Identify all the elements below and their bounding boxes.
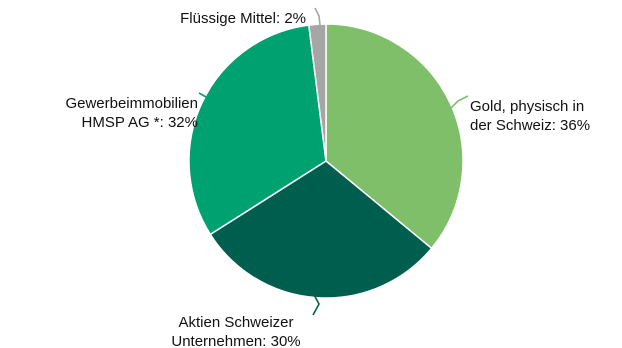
pie-slices xyxy=(188,23,464,299)
leader-lines xyxy=(198,7,469,316)
slice-label-1: Gold, physisch in der Schweiz: 36% xyxy=(470,98,590,134)
leader-line-3 xyxy=(198,92,211,105)
slice-label-line: Gewerbeimmobilien xyxy=(65,95,198,112)
slice-label-3: Gewerbeimmobilien HMSP AG *: 32% xyxy=(65,95,198,131)
pie-slice-3 xyxy=(188,24,327,236)
pie-slice-2 xyxy=(209,160,433,299)
slice-label-line: der Schweiz: 36% xyxy=(470,117,590,134)
leader-line-2 xyxy=(312,292,320,316)
slice-label-4: Flüssige Mittel: 2% xyxy=(180,10,306,27)
leader-line-1 xyxy=(450,95,469,109)
pie-slice-4 xyxy=(308,23,327,162)
leader-line-4 xyxy=(314,7,321,26)
slice-label-line: Gold, physisch in xyxy=(470,98,584,115)
slice-label-line: Unternehmen: 30% xyxy=(171,333,300,348)
slice-label-line: Aktien Schweizer xyxy=(178,314,293,331)
pie-slice-1 xyxy=(325,23,464,250)
slice-label-2: Aktien Schweizer Unternehmen: 30% xyxy=(171,314,300,348)
slice-labels: Gold, physisch in der Schweiz: 36% Aktien … xyxy=(65,10,590,348)
slice-label-line: Flüssige Mittel: 2% xyxy=(180,10,306,27)
slice-label-line: HMSP AG *: 32% xyxy=(82,114,198,131)
